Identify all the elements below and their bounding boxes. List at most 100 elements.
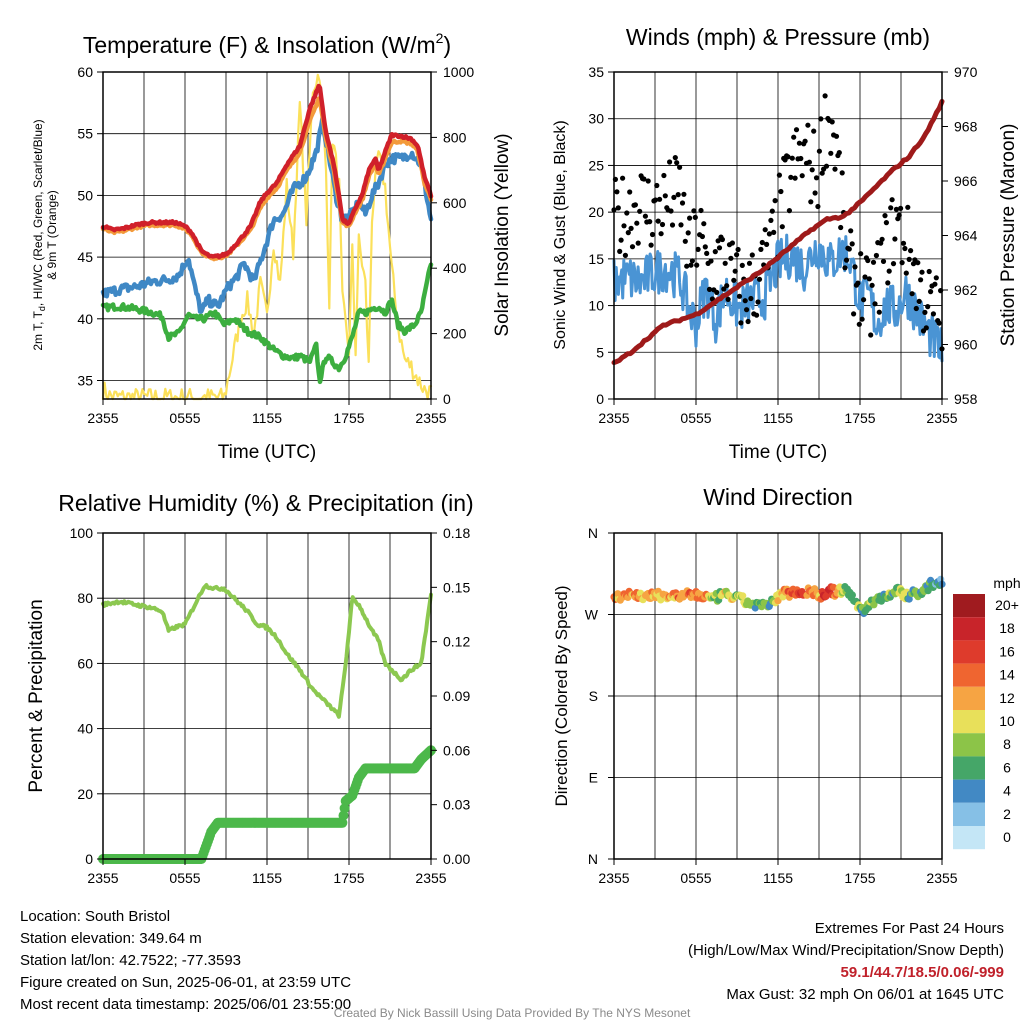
gust-point: [759, 239, 765, 246]
gust-point: [625, 230, 631, 236]
gust-point: [886, 268, 892, 274]
y-tick-label: 45: [77, 249, 93, 265]
gust-point: [919, 269, 925, 275]
max-gust-text: Max Gust: 32 mph On 06/01 at 1645 UTC: [726, 986, 1004, 1003]
x-tick-label: 1755: [844, 410, 875, 426]
gust-point: [732, 268, 738, 274]
gust-point: [893, 206, 900, 212]
x-tick-label: 0555: [169, 410, 200, 426]
gust-point: [645, 178, 651, 184]
colorbar-swatch: [953, 756, 985, 780]
gust-point: [898, 205, 904, 211]
y-tick-label: 35: [588, 64, 604, 80]
gust-point: [677, 164, 683, 170]
gust-point: [678, 222, 684, 228]
gust-point: [809, 167, 815, 173]
colorbar-label: 20+: [995, 597, 1019, 613]
y2-tick-label: 0.12: [443, 634, 470, 650]
humidity-grid: [103, 533, 431, 859]
humidity-panel: Relative Humidity (%) & Precipitation (i…: [26, 490, 474, 886]
gust-point: [735, 246, 741, 253]
gust-point: [828, 150, 834, 156]
gust-point: [684, 263, 690, 269]
gust-point: [617, 248, 623, 254]
x-tick-label: 2355: [926, 870, 957, 886]
gust-point: [628, 225, 634, 231]
gust-point: [667, 159, 673, 165]
x-tick-label: 1155: [252, 870, 282, 886]
gust-point: [916, 298, 922, 304]
gust-point: [855, 280, 861, 286]
gust-point: [661, 172, 667, 179]
gust-point: [731, 277, 737, 283]
gust-point: [715, 238, 721, 244]
gust-point: [668, 208, 674, 214]
gust-point: [846, 246, 852, 252]
gust-point: [756, 276, 763, 282]
winds-axes: 2355 0555 1155 1755 2355 0 5 10 15 20 25 30 35 958 960…: [588, 64, 977, 426]
gust-point: [688, 262, 694, 268]
y2-tick-label: 0.03: [443, 797, 470, 813]
gust-point: [762, 227, 768, 233]
gust-point: [915, 260, 921, 266]
colorbar-title: mph: [993, 575, 1020, 591]
gust-point: [829, 119, 835, 125]
humidity-title: Relative Humidity (%) & Precipitation (i…: [58, 490, 473, 516]
y-tick-label: E: [589, 770, 598, 786]
gust-point: [687, 215, 693, 221]
winds-grid: [614, 72, 942, 399]
gust-point: [823, 163, 830, 169]
y-tick-label: 0: [596, 391, 604, 407]
gust-point: [792, 175, 798, 181]
gust-point: [649, 231, 656, 238]
gust-point: [909, 291, 915, 297]
y-tick-label: 20: [588, 204, 604, 220]
gust-point: [836, 150, 842, 156]
gust-point: [658, 231, 664, 237]
y2-tick-label: 962: [954, 282, 978, 298]
gust-point: [888, 205, 894, 211]
gust-point: [786, 208, 793, 214]
x-tick-label: 2355: [415, 870, 446, 886]
y2-tick-label: 966: [954, 173, 978, 189]
humidity-line: [101, 583, 433, 719]
gust-point: [859, 316, 865, 322]
gust-point: [635, 240, 641, 246]
colorbar-swatch: [953, 779, 985, 803]
gust-point: [870, 259, 877, 265]
gust-point: [736, 293, 743, 299]
direction-point: [924, 587, 932, 595]
gust-point: [749, 252, 755, 258]
direction-ylabel-left: Direction (Colored By Speed): [552, 585, 571, 806]
winds-panel: Winds (mph) & Pressure (mb) 2355 0555 1155…: [552, 24, 1019, 463]
x-tick-label: 2355: [415, 410, 446, 426]
gust-point: [858, 251, 864, 257]
gust-point: [744, 307, 750, 313]
gust-point: [647, 219, 653, 225]
gust-point: [671, 194, 677, 200]
extremes-title: Extremes For Past 24 Hours: [814, 920, 1004, 937]
gust-point: [734, 252, 740, 258]
y-tick-label: 5: [596, 344, 604, 360]
colorbar-label: 8: [1003, 736, 1011, 752]
gust-point: [866, 276, 872, 282]
colorbar-label: 4: [1003, 783, 1011, 799]
x-tick-label: 1755: [333, 870, 364, 886]
sonic-wind-line: [612, 233, 944, 363]
gust-point: [742, 298, 748, 304]
y-tick-label: 30: [588, 111, 604, 127]
gust-point: [876, 309, 882, 315]
gust-point: [930, 311, 937, 317]
y-tick-label: N: [588, 525, 598, 541]
gust-point: [913, 305, 919, 312]
gust-point: [811, 128, 817, 134]
colorbar-swatch: [953, 663, 985, 687]
x-tick-label: 0555: [680, 410, 711, 426]
x-tick-label: 1155: [763, 410, 793, 426]
colorbar-swatch: [953, 802, 985, 826]
gust-point: [689, 258, 696, 264]
gust-point: [812, 190, 818, 196]
x-tick-label: 2355: [598, 410, 629, 426]
gust-point: [899, 260, 905, 266]
